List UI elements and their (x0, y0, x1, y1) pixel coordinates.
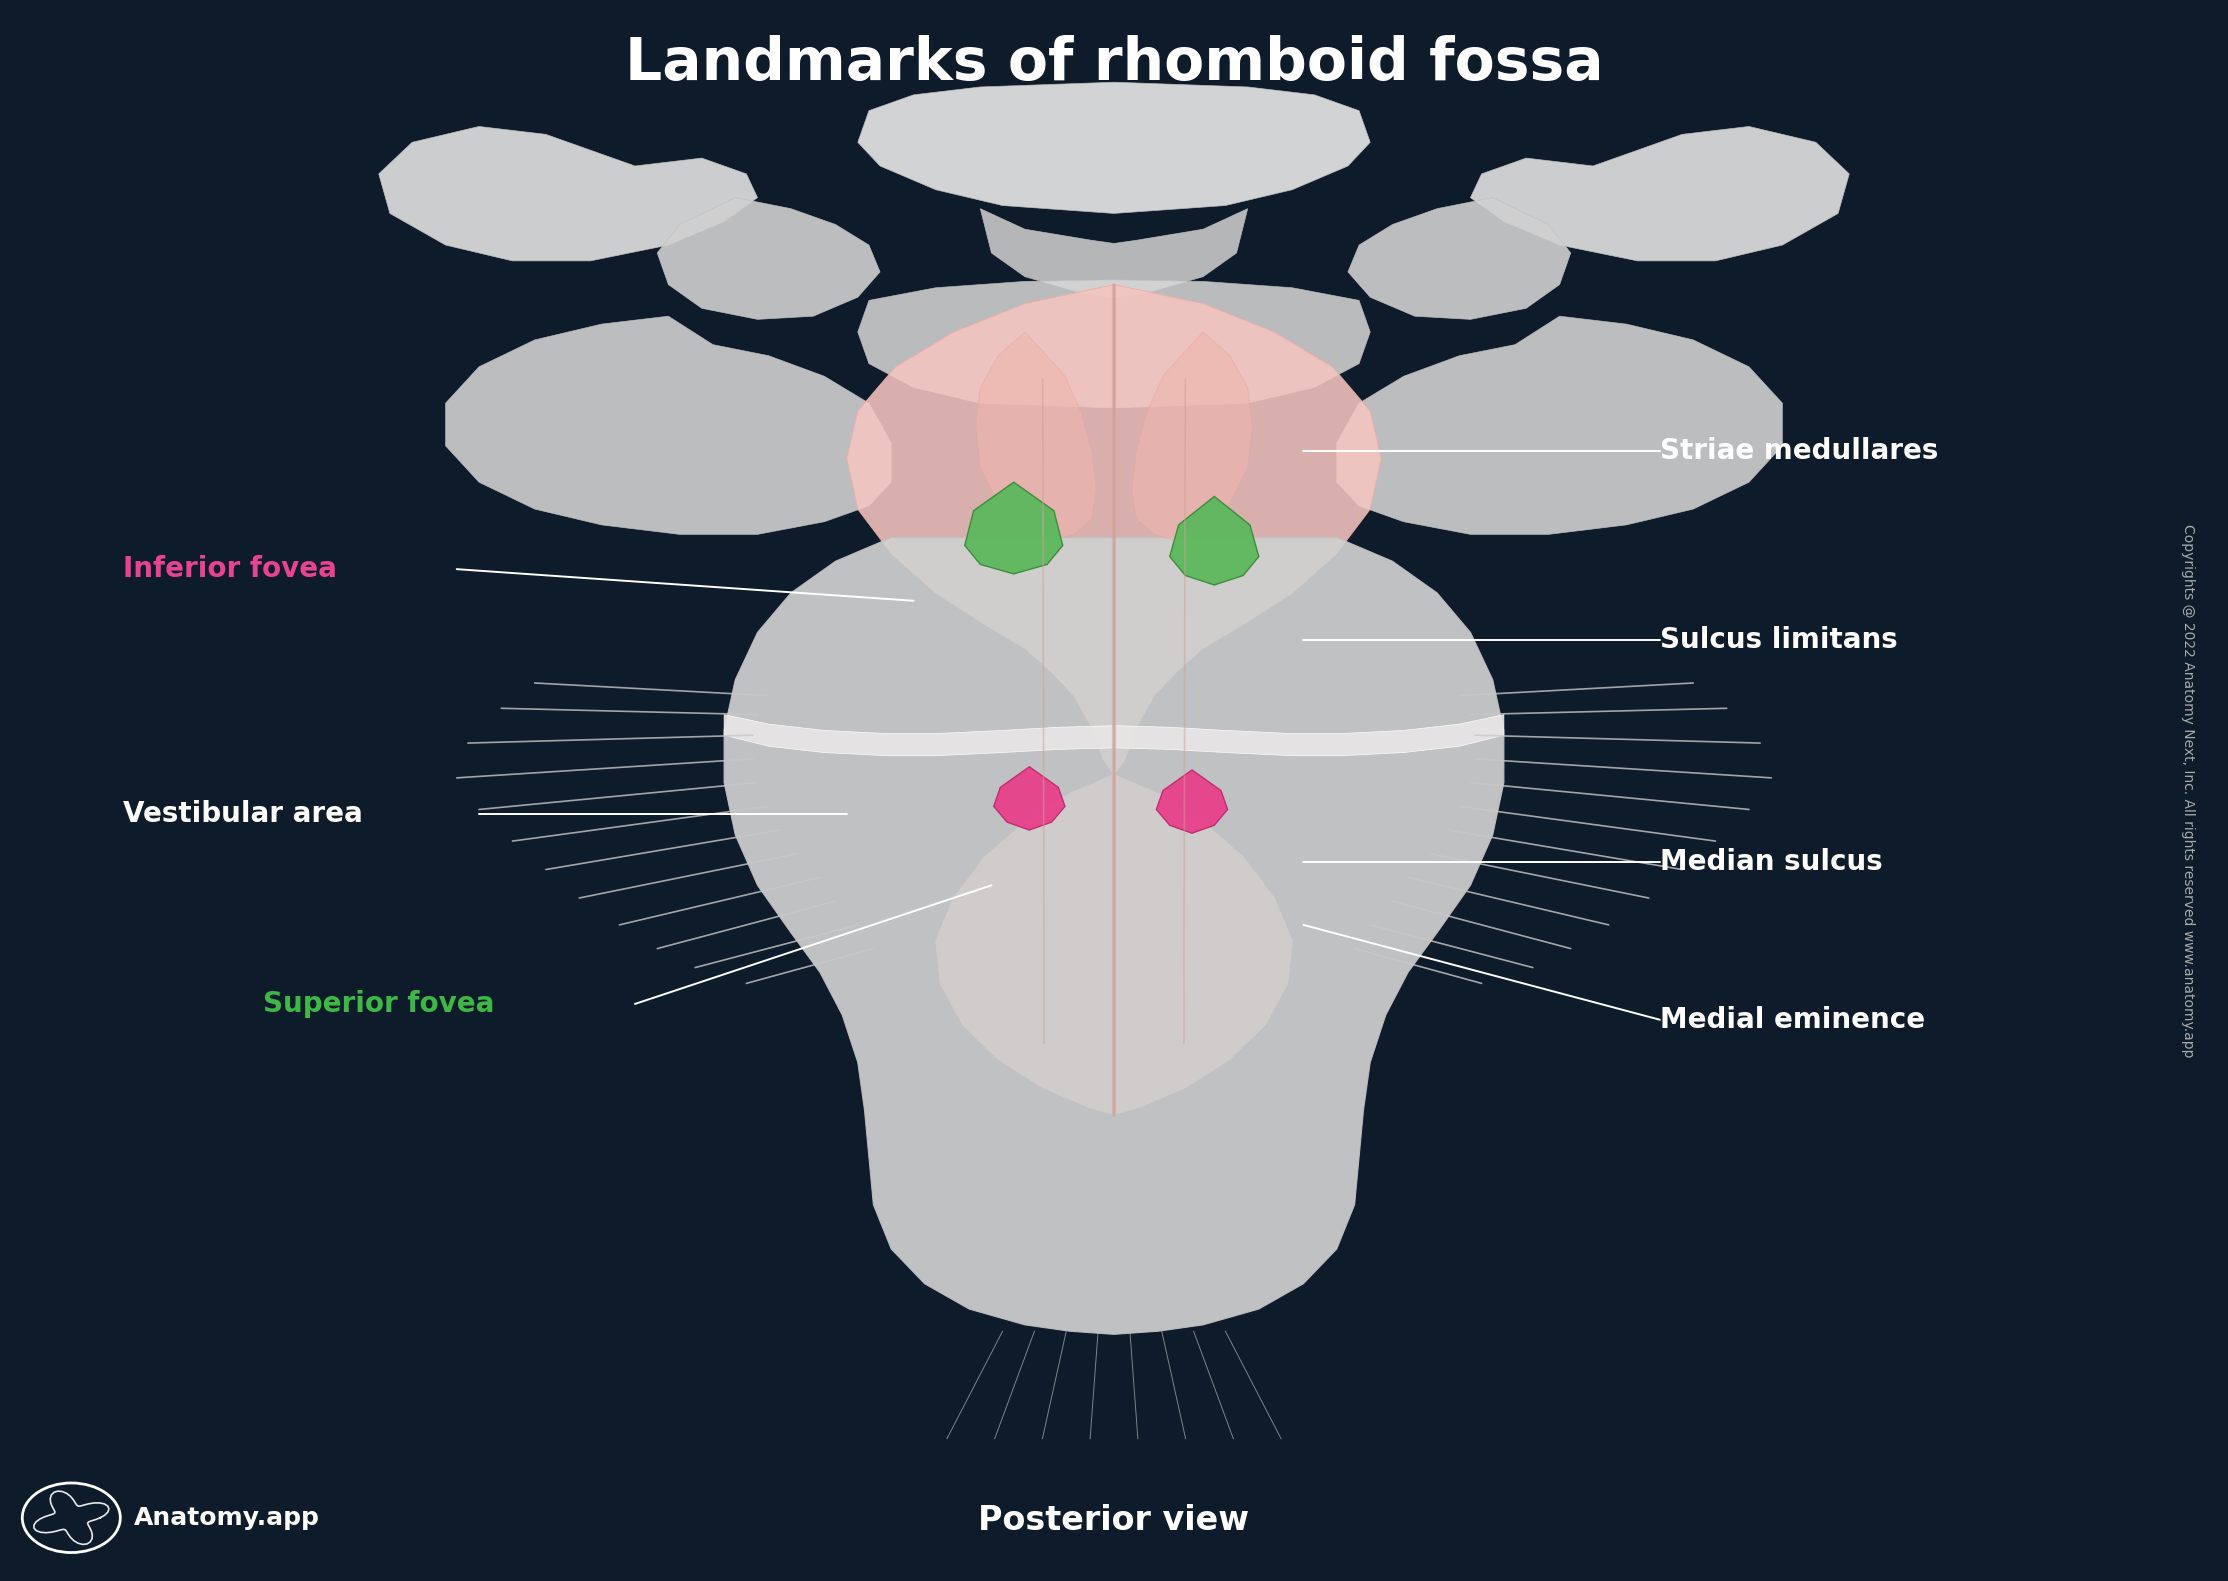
Text: Median sulcus: Median sulcus (1660, 847, 1883, 876)
Polygon shape (1156, 770, 1228, 833)
Text: Inferior fovea: Inferior fovea (123, 555, 336, 583)
Polygon shape (1337, 316, 1782, 534)
Polygon shape (965, 482, 1063, 574)
Text: Sulcus limitans: Sulcus limitans (1660, 626, 1898, 655)
Polygon shape (657, 198, 880, 319)
Text: Vestibular area: Vestibular area (123, 800, 363, 828)
Polygon shape (936, 775, 1292, 1115)
Polygon shape (980, 209, 1248, 297)
Text: Medial eminence: Medial eminence (1660, 1006, 1925, 1034)
Polygon shape (379, 126, 758, 261)
Polygon shape (1348, 198, 1571, 319)
Text: Superior fovea: Superior fovea (263, 990, 495, 1018)
Text: Landmarks of rhomboid fossa: Landmarks of rhomboid fossa (624, 35, 1604, 92)
Polygon shape (1132, 332, 1252, 541)
Polygon shape (847, 285, 1381, 775)
Polygon shape (976, 332, 1096, 541)
Polygon shape (724, 715, 1504, 756)
Text: Striae medullares: Striae medullares (1660, 436, 1938, 465)
Polygon shape (724, 538, 1504, 1334)
Text: Anatomy.app: Anatomy.app (134, 1505, 319, 1530)
Polygon shape (446, 316, 891, 534)
Polygon shape (1470, 126, 1849, 261)
Polygon shape (858, 82, 1370, 213)
Text: Posterior view: Posterior view (978, 1505, 1250, 1537)
Polygon shape (1170, 496, 1259, 585)
Polygon shape (994, 767, 1065, 830)
Polygon shape (858, 280, 1370, 408)
Text: Copyrights @ 2022 Anatomy Next, Inc. All rights reserved www.anatomy.app: Copyrights @ 2022 Anatomy Next, Inc. All… (2181, 523, 2195, 1058)
